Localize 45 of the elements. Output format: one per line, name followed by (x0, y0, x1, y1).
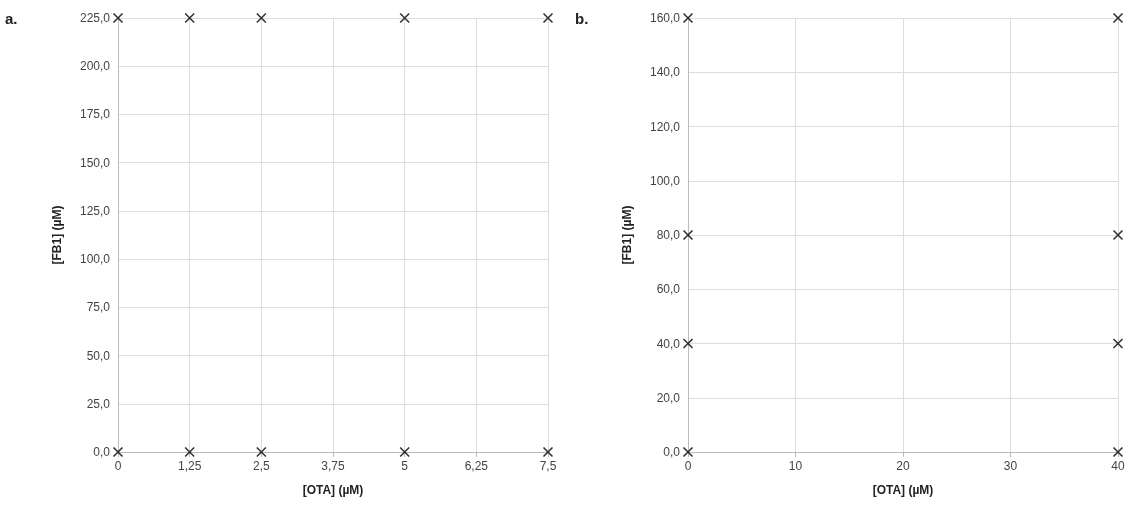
y-tick-label: 80,0 (656, 228, 681, 242)
y-tick-label: 100,0 (79, 252, 111, 267)
point (682, 338, 694, 349)
y-tick-label: 0,0 (93, 445, 111, 459)
y-tick-label: 40,0 (656, 336, 681, 351)
y-tick-label: 225,0 (79, 11, 111, 25)
point (1112, 446, 1124, 458)
y-tick-label: 125,0 (79, 203, 111, 218)
y-axis-title: [FB1] (µM) (50, 205, 64, 265)
y-tick-label: 60,0 (656, 282, 681, 297)
y-tick-label: 160,0 (649, 11, 681, 25)
x-tick-label: 0 (114, 459, 122, 473)
y-tick-label: 75,0 (86, 300, 111, 315)
point (682, 12, 694, 24)
x-tick-label: 2,5 (252, 459, 270, 473)
y-tick-label: 120,0 (649, 119, 681, 134)
point (1112, 338, 1124, 349)
y-tick-label: 20,0 (656, 390, 681, 405)
y-tick-label: 140,0 (649, 65, 681, 80)
x-tick-label: 0 (684, 459, 692, 473)
y-tick-label: 50,0 (86, 348, 111, 363)
point (1112, 12, 1124, 24)
x-tick-label: 3,75 (321, 459, 345, 473)
x-tick-label: 7,5 (539, 459, 557, 473)
x-tick-label: 40 (1111, 459, 1125, 473)
y-tick-label: 150,0 (79, 155, 111, 170)
point (1112, 229, 1124, 241)
x-axis-title: [OTA] (µM) (872, 483, 934, 497)
x-axis-title: [OTA] (µM) (302, 483, 364, 497)
y-tick-label: 175,0 (79, 107, 111, 122)
point (682, 229, 694, 241)
y-tick-label: 25,0 (86, 396, 111, 411)
x-tick-label: 6,25 (464, 459, 489, 473)
point (682, 446, 694, 458)
y-tick-label: 0,0 (663, 445, 681, 459)
chart-title: a. (5, 10, 18, 27)
y-tick-label: 100,0 (649, 173, 681, 188)
y-tick-label: 200,0 (79, 59, 111, 74)
chart-title: b. (575, 10, 589, 27)
y-axis-title: [FB1] (µM) (620, 205, 634, 265)
x-tick-label: 1,25 (177, 459, 202, 473)
x-tick-label: 10 (788, 459, 803, 473)
x-tick-label: 20 (896, 459, 910, 473)
x-tick-label: 5 (401, 459, 409, 473)
x-tick-label: 30 (1003, 459, 1018, 473)
